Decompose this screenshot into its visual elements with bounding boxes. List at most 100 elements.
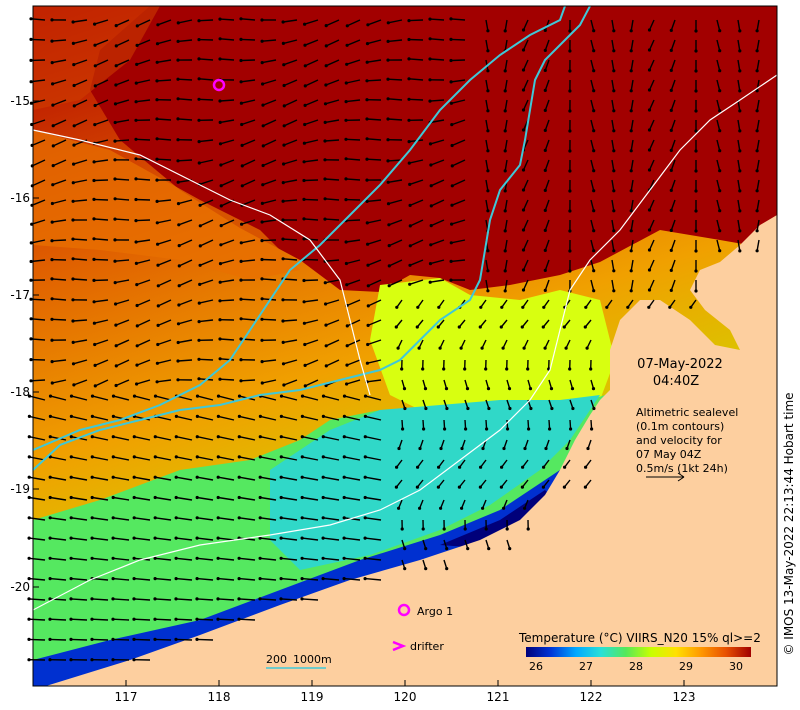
velocity-arrow	[325, 19, 340, 27]
velocity-arrow-head	[541, 485, 546, 489]
velocity-arrow-head	[647, 168, 652, 172]
velocity-arrow-head	[174, 536, 178, 540]
velocity-arrow	[115, 319, 130, 326]
velocity-arrow	[504, 39, 508, 52]
velocity-arrow	[136, 359, 151, 366]
velocity-arrow-head	[669, 288, 673, 292]
velocity-arrow	[137, 19, 151, 27]
velocity-arrow	[29, 537, 46, 541]
velocity-arrow-head	[72, 143, 76, 147]
velocity-arrow	[49, 618, 67, 621]
velocity-arrow-head	[237, 455, 241, 459]
velocity-arrow	[134, 395, 151, 401]
velocity-arrow	[280, 598, 298, 601]
velocity-arrow-head	[176, 359, 180, 363]
velocity-arrow-head	[366, 284, 370, 288]
velocity-arrow-head	[521, 68, 526, 72]
velocity-arrow-head	[428, 37, 432, 41]
velocity-arrow	[451, 199, 466, 206]
velocity-arrow	[365, 456, 382, 461]
velocity-arrow-head	[153, 577, 157, 581]
velocity-arrow-head	[302, 300, 306, 304]
velocity-arrow-head	[239, 37, 243, 42]
velocity-arrow-head	[281, 218, 285, 222]
velocity-arrow-head	[195, 637, 199, 642]
velocity-arrow-head	[508, 406, 512, 411]
velocity-arrow	[345, 219, 361, 222]
velocity-arrow	[31, 119, 46, 126]
velocity-arrow	[346, 359, 361, 366]
velocity-arrow	[218, 456, 235, 461]
velocity-arrow-head	[303, 363, 307, 367]
velocity-arrow-head	[400, 527, 404, 531]
velocity-arrow-head	[302, 278, 306, 283]
velocity-arrow	[176, 395, 193, 401]
velocity-arrow	[431, 199, 445, 207]
velocity-arrow	[323, 395, 340, 401]
velocity-arrow	[630, 79, 634, 91]
velocity-arrow-head	[629, 89, 633, 93]
velocity-arrow	[670, 179, 676, 191]
velocity-arrow	[756, 59, 760, 71]
velocity-arrow-head	[69, 475, 73, 479]
velocity-arrow	[429, 99, 445, 102]
velocity-arrow	[611, 199, 615, 211]
velocity-arrow-head	[694, 169, 698, 173]
velocity-arrow-head	[132, 658, 136, 662]
velocity-arrow	[154, 618, 172, 621]
velocity-arrow-head	[565, 446, 569, 451]
velocity-arrow	[737, 159, 741, 172]
velocity-arrow	[72, 238, 88, 241]
velocity-arrow	[178, 98, 193, 101]
velocity-arrow-head	[585, 346, 589, 350]
velocity-arrow-head	[365, 178, 369, 182]
velocity-arrow	[28, 638, 46, 641]
velocity-arrow-head	[592, 229, 596, 233]
velocity-arrow-head	[177, 284, 181, 288]
bathy-legend-200: 200	[266, 653, 287, 666]
velocity-arrow	[630, 99, 634, 111]
velocity-arrow	[220, 259, 235, 265]
velocity-arrow-head	[111, 455, 115, 459]
velocity-arrow-head	[282, 83, 286, 88]
velocity-arrow	[134, 476, 151, 481]
velocity-arrow	[366, 79, 382, 82]
velocity-arrow	[324, 139, 340, 142]
velocity-arrow-head	[90, 516, 94, 520]
velocity-arrow-head	[416, 305, 420, 309]
velocity-arrow-head	[239, 241, 243, 245]
velocity-arrow-head	[300, 435, 304, 439]
velocity-arrow-head	[155, 157, 159, 161]
velocity-arrow-head	[197, 161, 201, 165]
velocity-arrow	[409, 199, 424, 207]
velocity-arrow-head	[69, 597, 73, 601]
velocity-arrow	[544, 219, 550, 231]
velocity-arrow	[283, 159, 298, 165]
velocity-arrow	[71, 456, 88, 461]
velocity-arrow-head	[562, 325, 566, 329]
velocity-arrow-head	[506, 427, 510, 431]
velocity-arrow	[31, 239, 46, 244]
latitude-axis: -15 -16 -17 -18 -19 -20	[10, 94, 39, 594]
velocity-arrow-head	[195, 597, 199, 601]
velocity-arrow-head	[69, 516, 73, 520]
velocity-arrow	[262, 159, 277, 167]
velocity-arrow	[323, 496, 340, 501]
velocity-arrow-head	[27, 637, 31, 642]
velocity-arrow	[485, 199, 489, 211]
velocity-arrow	[116, 359, 130, 367]
velocity-arrow-head	[450, 123, 454, 127]
velocity-arrow-head	[521, 128, 526, 132]
velocity-arrow	[367, 219, 382, 224]
velocity-arrow	[136, 39, 151, 47]
velocity-arrow	[302, 537, 319, 541]
velocity-arrow-head	[260, 61, 264, 65]
velocity-arrow-head	[418, 506, 422, 510]
velocity-arrow	[429, 58, 445, 61]
velocity-arrow	[52, 379, 67, 384]
velocity-arrow	[31, 219, 46, 225]
velocity-arrow-head	[302, 141, 306, 145]
velocity-arrow-head	[526, 367, 530, 371]
velocity-arrow	[199, 179, 214, 185]
velocity-arrow-head	[568, 189, 572, 193]
